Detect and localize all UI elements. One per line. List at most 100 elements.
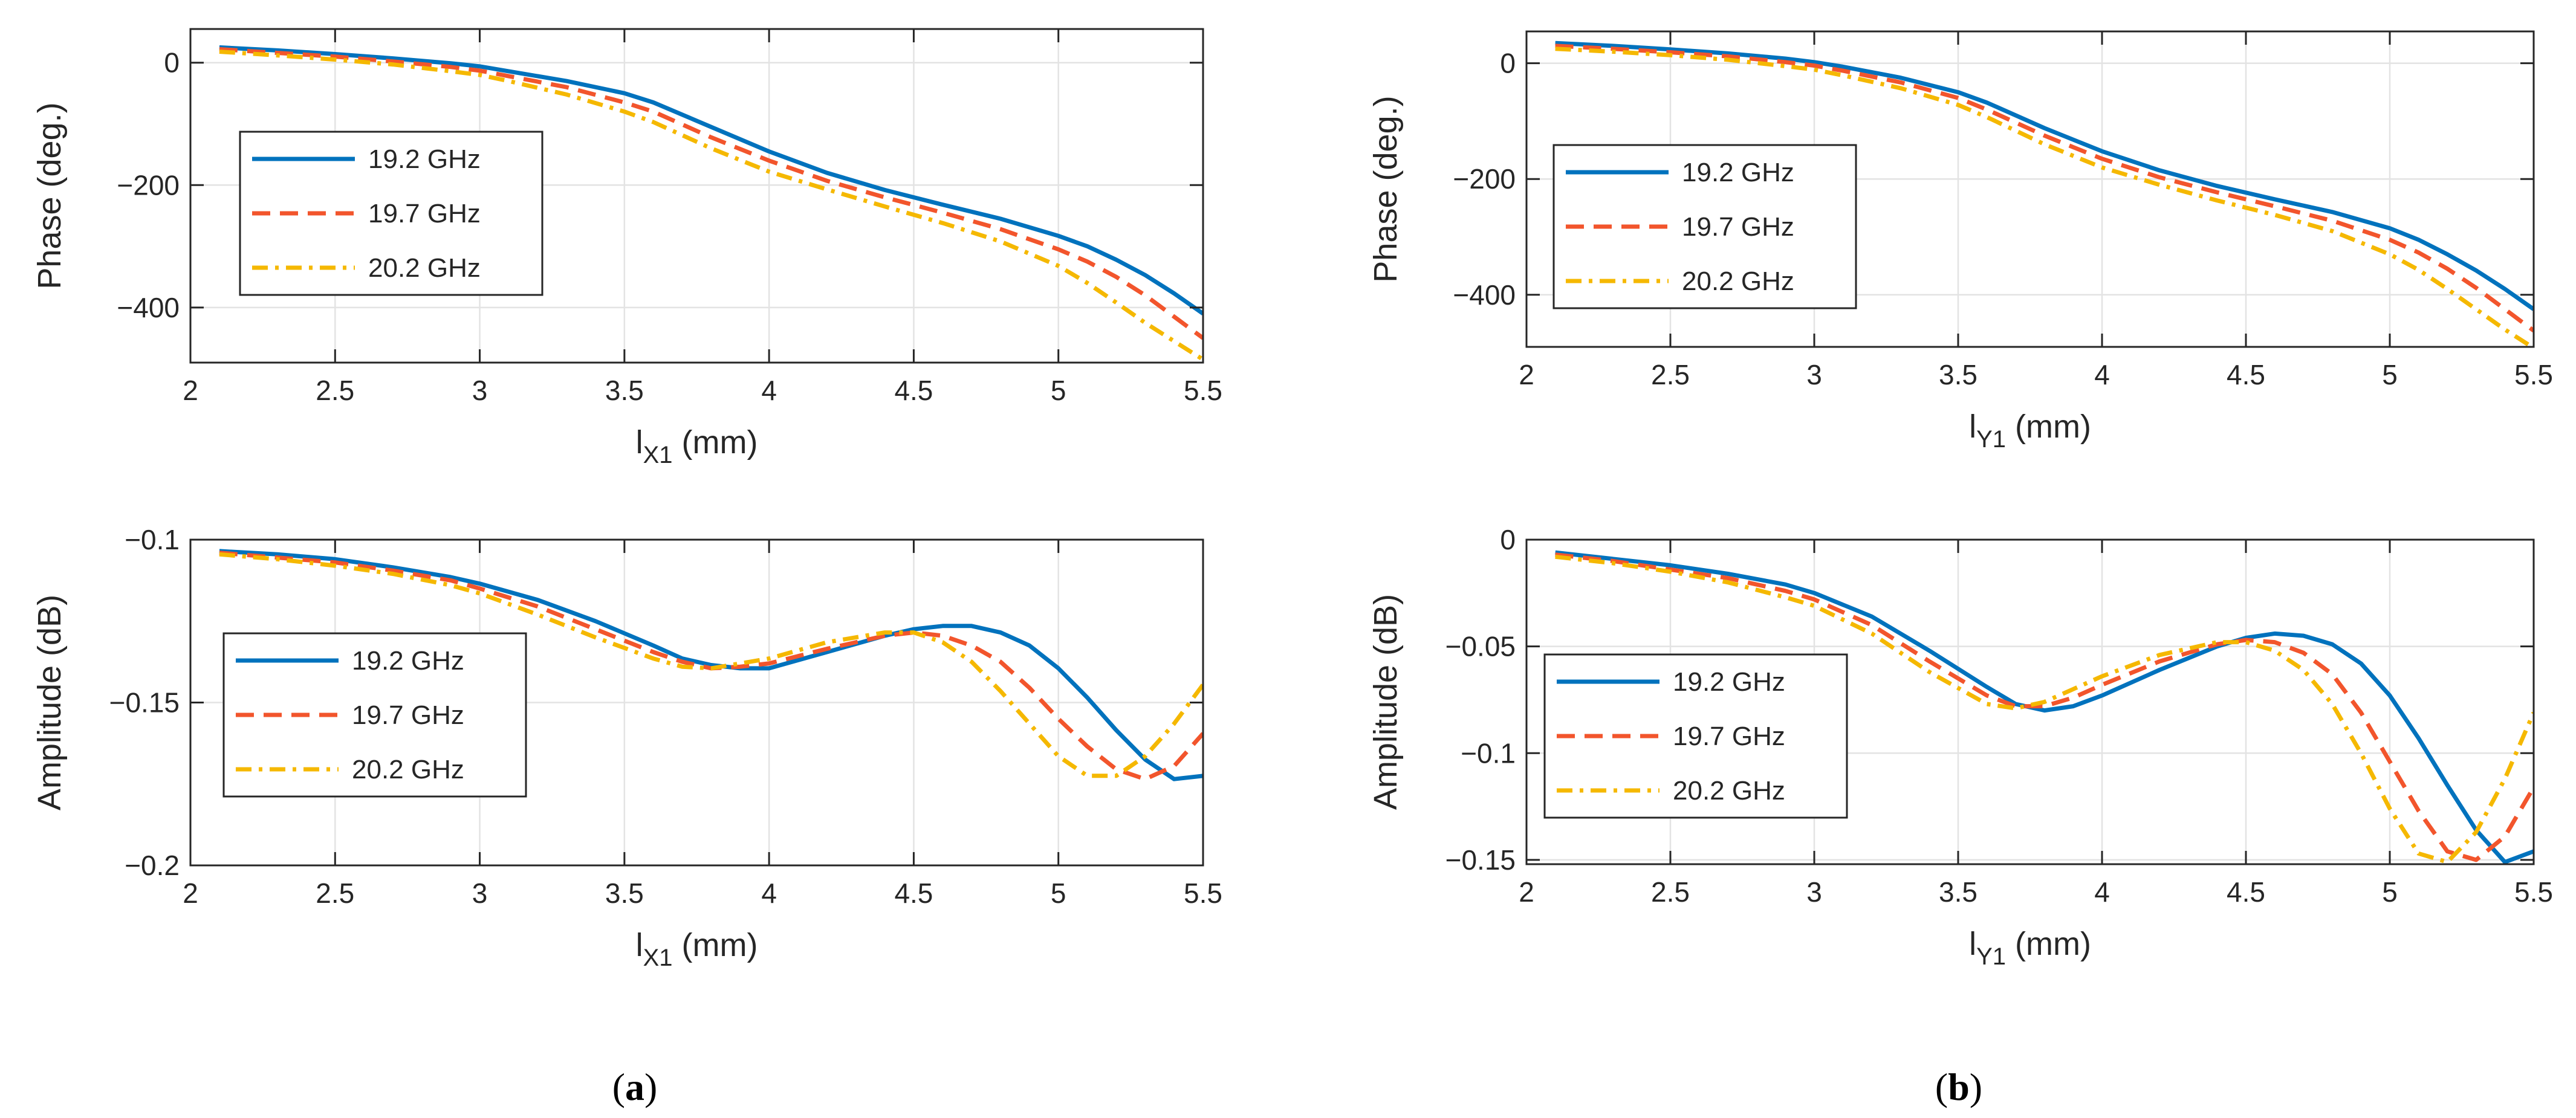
chart-b-amplitude-ytick-label-0: 0 [1500,524,1516,555]
chart-a-phase-legend-label-2: 20.2 GHz [368,253,481,283]
chart-a-phase-legend-label-1: 19.7 GHz [368,199,481,228]
panel-label-a: (a) [612,1065,658,1108]
chart-a-amplitude-xtick-label-1: 2.5 [316,877,354,909]
panel-b-letter: b [1948,1065,1970,1108]
chart-a-amplitude-legend: 19.2 GHz 19.7 GHz 20.2 GHz [222,632,527,798]
chart-a-amplitude-xtick-label-6: 5 [1051,877,1066,909]
chart-a-phase-xtick-label-0: 2 [183,375,198,406]
chart-b-phase-ytick-label-1: −200 [1453,163,1516,195]
chart-b-amplitude-ytick-label-2: −0.1 [1461,737,1516,769]
chart-b-amplitude-series-2 [1555,554,2534,864]
chart-a-phase-xlabel: lX1 (mm) [636,424,758,468]
chart-b-amplitude-legend: 19.2 GHz 19.7 GHz 20.2 GHz [1543,653,1848,819]
chart-b-amplitude-axes-box [1525,538,2535,865]
chart-b-phase-xlabel-unit: (mm) [2006,409,2091,445]
chart-a-amplitude-xtick-label-3: 3.5 [605,877,644,909]
panel-b-open: ( [1935,1065,1948,1108]
chart-b-phase-xtick-label-7: 5.5 [2514,359,2553,390]
chart-a-phase-xtick-label-2: 3 [472,375,488,406]
chart-a-amplitude-xlabel-main: l [636,927,643,963]
chart-b-phase: 2 2.5 3 3.5 4 4.5 5 5.5 0 −200 −400 lY1 (mm) Phase (… [1367,30,2553,453]
panel-a-open: ( [612,1065,625,1108]
chart-b-amplitude-xtick-label-7: 5.5 [2514,876,2553,908]
chart-a-amplitude-xtick-label-5: 4.5 [894,877,933,909]
chart-b-phase-ylabel: Phase (deg.) [1367,95,1404,282]
chart-b-phase-xtick-label-4: 4 [2094,359,2110,390]
chart-a-phase-ytick-label-1: −200 [117,169,180,201]
chart-a-phase-xtick-label-3: 3.5 [605,375,644,406]
chart-a-phase-xtick-label-7: 5.5 [1184,375,1222,406]
panel-label-b: (b) [1935,1065,1982,1108]
chart-b-amplitude-ytick-label-1: −0.05 [1445,631,1516,662]
chart-a-phase-series-group [219,45,1203,361]
chart-b-amplitude-xtick-label-1: 2.5 [1651,876,1690,908]
chart-a-phase-series-2 [219,50,1203,361]
chart-b-phase-ytick-label-0: 0 [1500,48,1516,79]
chart-a-phase-ytick-label-0: 0 [164,47,180,79]
chart-b-amplitude-xtick-label-3: 3.5 [1939,876,1977,908]
chart-b-amplitude-xtick-label-2: 3 [1806,876,1822,908]
chart-b-amplitude-xlabel-main: l [1969,926,1976,962]
chart-b-phase-legend-label-2: 20.2 GHz [1682,267,1794,296]
chart-a-amplitude-xlabel-sub: X1 [643,945,673,971]
chart-b-phase-xtick-label-2: 3 [1806,359,1822,390]
chart-a-phase-xtick-label-1: 2.5 [316,375,354,406]
chart-b-phase-xlabel-sub: Y1 [1976,426,2006,453]
chart-a-amplitude-ytick-label-2: −0.2 [125,850,180,881]
chart-b-amplitude-series-1 [1555,552,2534,862]
chart-b-phase-series-2 [1555,47,2534,347]
chart-b-phase-xtick-label-1: 2.5 [1651,359,1690,390]
chart-a-phase-xlabel-unit: (mm) [673,424,758,460]
chart-b-amplitude-xlabel: lY1 (mm) [1969,926,2091,970]
chart-b-phase-xtick-label-0: 2 [1519,359,1534,390]
chart-b-amplitude-series-group [1555,550,2534,864]
chart-a-amplitude-legend-label-0: 19.2 GHz [352,646,464,676]
chart-b-phase-xtick-label-3: 3.5 [1939,359,1977,390]
chart-b-amplitude-ylabel: Amplitude (dB) [1367,594,1404,810]
chart-b-amplitude-legend-label-2: 20.2 GHz [1673,776,1785,806]
chart-a-amplitude-xlabel: lX1 (mm) [636,927,758,971]
chart-a-amplitude-legend-label-2: 20.2 GHz [352,755,464,784]
chart-b-phase-xlabel: lY1 (mm) [1969,409,2091,453]
chart-a-phase-xtick-label-5: 4.5 [894,375,933,406]
chart-b-phase-axes-box [1525,30,2535,348]
chart-b-amplitude-ytick-label-3: −0.15 [1445,844,1516,876]
chart-a-phase-axes-box [189,28,1204,364]
chart-b-amplitude-xlabel-unit: (mm) [2006,926,2091,962]
chart-b-phase-series-0 [1555,40,2534,311]
chart-a-phase-legend-label-0: 19.2 GHz [368,144,481,174]
chart-a-phase-series-0 [219,45,1203,315]
chart-b-amplitude-legend-label-1: 19.7 GHz [1673,722,1785,751]
chart-a-amplitude-xlabel-unit: (mm) [673,927,758,963]
chart-a-phase-xlabel-main: l [636,424,643,460]
chart-b-amplitude-series-0 [1555,550,2534,864]
chart-a-phase-xtick-label-6: 5 [1051,375,1066,406]
chart-b-phase-xlabel-main: l [1969,409,1976,445]
chart-b-phase-legend-label-1: 19.7 GHz [1682,212,1794,242]
chart-a-amplitude-ytick-label-0: −0.1 [125,524,180,555]
chart-a-phase-ylabel: Phase (deg.) [31,102,68,289]
chart-a-phase-xlabel-sub: X1 [643,442,673,468]
chart-a-phase: 2 2.5 3 3.5 4 4.5 5 5.5 0 −200 −400 lX1 (mm) Phase (… [31,28,1222,468]
chart-b-amplitude: 2 2.5 3 3.5 4 4.5 5 5.5 0 −0.05 −0.1 −0.15 lY1 (mm) A… [1367,524,2553,970]
panel-b-close: ) [1970,1065,1982,1108]
chart-a-amplitude-series-group [219,549,1203,781]
chart-b-amplitude-xlabel-sub: Y1 [1976,943,2006,970]
chart-a-amplitude: 2 2.5 3 3.5 4 4.5 5 5.5 −0.1 −0.15 −0.2 lX1 (mm) Amp… [31,524,1222,971]
chart-a-amplitude-series-0 [219,549,1203,781]
chart-a-amplitude-ylabel: Amplitude (dB) [31,595,68,810]
chart-a-amplitude-xtick-label-0: 2 [183,877,198,909]
chart-b-phase-series-1 [1555,44,2534,333]
chart-b-amplitude-xtick-label-0: 2 [1519,876,1534,908]
chart-a-amplitude-series-2 [219,552,1203,778]
chart-a-phase-series-1 [219,47,1203,340]
chart-b-phase-ytick-label-2: −400 [1453,279,1516,311]
chart-a-amplitude-xtick-label-2: 3 [472,877,488,909]
chart-a-amplitude-xtick-label-4: 4 [761,877,777,909]
chart-a-phase-legend: 19.2 GHz 19.7 GHz 20.2 GHz [239,131,543,296]
chart-b-amplitude-xtick-label-6: 5 [2382,876,2398,908]
chart-b-amplitude-xtick-label-5: 4.5 [2227,876,2265,908]
chart-b-phase-series-group [1555,40,2534,347]
chart-a-amplitude-xtick-label-7: 5.5 [1184,877,1222,909]
chart-b-amplitude-xtick-label-4: 4 [2094,876,2110,908]
